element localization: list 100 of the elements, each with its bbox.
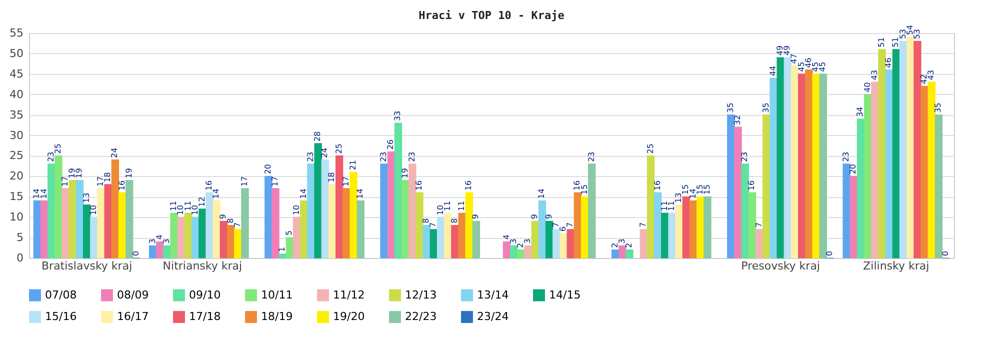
- data-label: 10: [292, 204, 301, 216]
- data-label: 14: [688, 188, 698, 199]
- data-label: 1: [278, 246, 287, 252]
- data-label: 13: [674, 192, 684, 203]
- data-label: 40: [862, 82, 872, 92]
- data-label: 17: [240, 176, 249, 186]
- bar: [82, 204, 91, 258]
- data-label: 9: [544, 214, 554, 220]
- data-label: 23: [46, 152, 56, 162]
- data-label: 7: [428, 222, 438, 228]
- data-label: 18: [327, 172, 336, 182]
- bar: [727, 114, 735, 258]
- data-label: 28: [313, 131, 322, 142]
- y-tick-label: 35: [10, 108, 24, 122]
- data-label: 51: [877, 37, 886, 48]
- data-label: 19: [74, 168, 84, 178]
- bar: [104, 184, 112, 258]
- data-label: 3: [148, 238, 157, 244]
- bar: [538, 200, 546, 258]
- bar: [574, 192, 582, 258]
- bar: [675, 204, 683, 258]
- bar: [560, 233, 568, 258]
- bar: [292, 216, 301, 258]
- bar: [234, 229, 242, 258]
- bar: [524, 245, 532, 258]
- bar: [68, 180, 76, 258]
- data-label: 25: [53, 144, 62, 154]
- data-label: 43: [870, 70, 879, 80]
- data-label: 46: [884, 58, 894, 68]
- bar: [350, 172, 358, 258]
- bar: [314, 143, 322, 258]
- bar: [118, 192, 126, 258]
- data-label: 3: [617, 238, 626, 244]
- legend-label: 19/20: [333, 310, 365, 323]
- data-label: 9: [218, 214, 228, 220]
- chart-title: Hraci v TOP 10 - Kraje: [418, 8, 565, 22]
- data-label: 23: [842, 152, 851, 162]
- bar: [661, 212, 669, 258]
- bar: [784, 57, 792, 258]
- x-tick-label: Zilinsky kraj: [863, 260, 930, 272]
- bar: [300, 200, 308, 258]
- data-label: 14: [32, 188, 42, 199]
- bar: [307, 164, 315, 258]
- data-label: 6: [558, 226, 568, 232]
- bar: [416, 192, 424, 258]
- data-label: 16: [747, 180, 756, 191]
- data-label: 10: [190, 204, 200, 216]
- bar: [198, 208, 206, 258]
- legend-label: 11/12: [333, 288, 365, 302]
- bar: [90, 216, 98, 258]
- bar: [819, 74, 827, 258]
- data-label: 7: [754, 222, 764, 228]
- data-label: 51: [891, 37, 900, 48]
- data-label: 34: [856, 106, 865, 117]
- x-tick-label: Bratislavsky kraj: [42, 260, 132, 272]
- y-tick-label: 5: [16, 231, 24, 244]
- bar: [776, 57, 784, 258]
- data-label: 25: [646, 144, 655, 154]
- data-label: 17: [60, 176, 70, 186]
- bar: [856, 118, 865, 258]
- bar: [762, 114, 770, 258]
- data-label: 19: [124, 168, 134, 178]
- data-label: 10: [176, 204, 186, 216]
- bar: [668, 212, 676, 258]
- bar: [380, 164, 388, 258]
- bar: [588, 164, 596, 258]
- data-label: 4: [502, 234, 511, 240]
- data-label: 53: [898, 28, 908, 40]
- bar: [682, 196, 690, 258]
- bar: [156, 241, 164, 258]
- data-label: 14: [39, 188, 48, 199]
- bar: [264, 176, 272, 258]
- legend-label: 14/15: [549, 288, 581, 302]
- bar: [545, 220, 554, 258]
- data-label: 13: [82, 192, 91, 203]
- data-label: 11: [183, 200, 192, 211]
- data-label: 19: [400, 168, 410, 178]
- data-label: 0: [825, 250, 834, 256]
- bar: [689, 200, 698, 258]
- data-label: 7: [551, 222, 560, 228]
- bar: [422, 224, 430, 258]
- bar: [192, 216, 200, 258]
- legend-label: 12/13: [405, 288, 437, 302]
- data-label: 23: [379, 152, 388, 162]
- bar: [842, 164, 850, 258]
- data-label: 42: [920, 74, 929, 84]
- data-label: 35: [726, 102, 735, 113]
- data-label: 8: [422, 218, 431, 224]
- legend-label: 18/19: [261, 310, 293, 323]
- data-label: 19: [68, 168, 77, 178]
- y-tick-label: 55: [10, 26, 24, 40]
- bar: [552, 229, 560, 258]
- bar: [914, 40, 922, 258]
- bar: [566, 229, 574, 258]
- data-label: 3: [508, 238, 518, 244]
- data-label: 45: [811, 62, 820, 72]
- data-label: 11: [169, 200, 178, 211]
- bar: [335, 155, 344, 258]
- bar: [871, 82, 879, 258]
- bar: [704, 196, 712, 258]
